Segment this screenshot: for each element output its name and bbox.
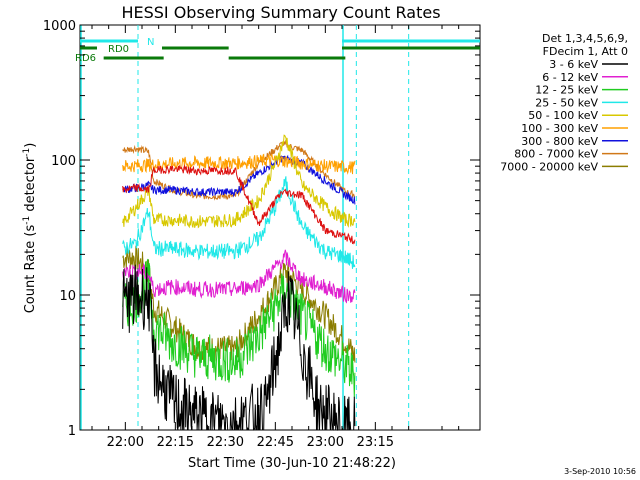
series-line-1 (122, 249, 356, 304)
rd6-label: RD6 (75, 53, 96, 64)
y-label-part1: Count Rate (s (23, 225, 38, 314)
x-tick-label: 22:15 (157, 435, 194, 450)
legend-header: FDecim 1, Att 0 (543, 45, 628, 58)
series-layer (122, 134, 356, 431)
night-label: N (147, 37, 154, 48)
series-line-0 (122, 264, 356, 431)
series-line-3 (122, 176, 356, 269)
y-tick-label: 1000 (43, 19, 76, 34)
legend-entry-label: 300 - 800 keV (521, 135, 598, 148)
legend-entry-label: 6 - 12 keV (542, 71, 598, 84)
legend-entry-label: 25 - 50 keV (535, 96, 598, 109)
legend-entry-label: 7000 - 20000 keV (500, 160, 598, 173)
legend-entry-label: 50 - 100 keV (528, 109, 598, 122)
y-axis-label: Count Rate (s-1 detector-1) (22, 143, 38, 314)
plot-frame (79, 24, 481, 431)
y-label-sup1: -1 (22, 216, 32, 225)
chart-frame (79, 24, 481, 431)
x-tick-label: 23:15 (357, 435, 394, 450)
x-tick-label: 22:30 (207, 435, 244, 450)
legend-entry-label: 12 - 25 keV (535, 84, 598, 97)
axis-ticks: 22:00 22:15 22:30 22:45 23:00 23:15 1 10 100 1000 (43, 19, 480, 450)
series-line-red (122, 164, 356, 245)
legend-entry-label: 3 - 6 keV (549, 58, 598, 71)
legend-header: Det 1,3,4,5,6,9, (542, 32, 628, 45)
series-line-2 (122, 258, 356, 398)
y-label-sup2: -1 (22, 148, 32, 157)
x-axis-label: Start Time (30-Jun-10 21:48:22) (188, 456, 396, 471)
x-tick-label: 22:00 (107, 435, 144, 450)
y-tick-label: 100 (51, 154, 76, 169)
chart-title: HESSI Observing Summary Count Rates (121, 3, 440, 22)
rd0-label: RD0 (108, 44, 129, 55)
y-tick-label: 1 (68, 424, 76, 439)
marker-layer: N RD0 RD6 (75, 25, 480, 430)
legend: Det 1,3,4,5,6,9,FDecim 1, Att 03 - 6 keV… (500, 32, 628, 173)
legend-entry-label: 100 - 300 keV (521, 122, 598, 135)
series-line-6 (122, 154, 356, 205)
series-line-4 (122, 134, 356, 229)
series-line-5 (122, 153, 356, 175)
legend-entry-label: 800 - 7000 keV (514, 148, 598, 161)
timestamp: 3-Sep-2010 10:56 (564, 467, 636, 476)
x-tick-label: 22:45 (257, 435, 294, 450)
y-label-part2: detector (23, 156, 38, 216)
x-tick-label: 23:00 (307, 435, 344, 450)
y-tick-label: 10 (59, 289, 76, 304)
y-label-part3: ) (23, 143, 38, 148)
